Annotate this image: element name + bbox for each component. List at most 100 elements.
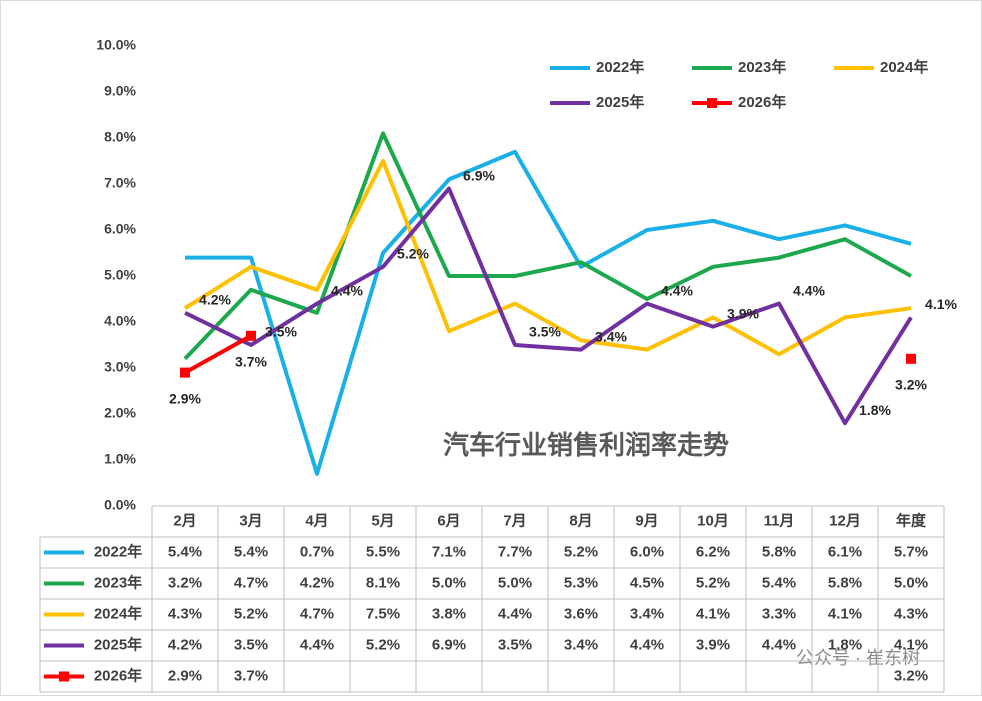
legend-label: 2023年 — [738, 58, 786, 76]
table-cell: 5.4% — [234, 543, 268, 560]
table-cell: 4.4% — [300, 636, 334, 653]
data-label: 6.9% — [463, 167, 495, 183]
table-cell: 3.4% — [564, 636, 598, 653]
data-label: 5.2% — [397, 246, 429, 262]
table-cell: 3.2% — [168, 574, 202, 591]
y-tick-label: 4.0% — [104, 313, 136, 329]
y-tick-label: 3.0% — [104, 359, 136, 375]
table-cell: 5.0% — [894, 574, 928, 591]
y-tick-label: 1.0% — [104, 451, 136, 467]
table-cell: 5.5% — [366, 543, 400, 560]
data-label: 3.4% — [595, 328, 627, 344]
table-cell: 3.2% — [894, 667, 928, 684]
table-cell: 2.9% — [168, 667, 202, 684]
data-label: 1.8% — [859, 402, 891, 418]
x-tick-label: 7月 — [503, 512, 526, 529]
data-label: 3.7% — [235, 354, 267, 370]
table-cell: 8.1% — [366, 574, 400, 591]
table-cell: 5.3% — [564, 574, 598, 591]
table-row-label: 2022年 — [94, 542, 142, 560]
x-tick-label: 4月 — [305, 512, 328, 529]
table-row-label: 2023年 — [94, 573, 142, 591]
table-cell: 4.4% — [762, 636, 796, 653]
table-cell: 5.2% — [366, 636, 400, 653]
data-label: 4.2% — [199, 292, 231, 308]
x-tick-label: 6月 — [437, 512, 460, 529]
table-cell: 3.5% — [498, 636, 532, 653]
y-tick-label: 7.0% — [104, 175, 136, 191]
x-tick-label: 11月 — [764, 512, 795, 529]
table-cell: 4.2% — [168, 636, 202, 653]
table-cell: 6.9% — [432, 636, 466, 653]
table-cell: 4.2% — [300, 574, 334, 591]
table-row-label: 2025年 — [94, 635, 142, 653]
table-cell: 4.4% — [630, 636, 664, 653]
table-cell: 4.7% — [300, 605, 334, 622]
data-label: 3.2% — [895, 377, 927, 393]
marker — [906, 353, 916, 364]
table-cell: 5.8% — [828, 574, 862, 591]
watermark: 公众号 · 崔东树 — [796, 648, 920, 668]
table-cell: 6.1% — [828, 543, 862, 560]
x-tick-label: 10月 — [697, 512, 729, 529]
table-cell: 4.1% — [696, 605, 730, 622]
y-tick-label: 9.0% — [104, 83, 136, 99]
table-cell: 3.5% — [234, 636, 268, 653]
table-cell: 5.4% — [762, 574, 796, 591]
y-tick-label: 10.0% — [96, 37, 136, 53]
table-cell: 3.6% — [564, 605, 598, 622]
table-cell: 7.7% — [498, 543, 532, 560]
y-tick-label: 0.0% — [104, 497, 136, 513]
chart-title: 汽车行业销售利润率走势 — [443, 430, 729, 460]
x-tick-label: 8月 — [569, 512, 592, 529]
table-cell: 1.8% — [828, 636, 862, 653]
marker — [180, 367, 190, 378]
table-row-label: 2024年 — [94, 604, 142, 622]
data-label: 3.5% — [529, 324, 561, 340]
table-cell: 6.0% — [630, 543, 664, 560]
legend-label: 2026年 — [738, 93, 786, 111]
table-cell: 4.1% — [828, 605, 862, 622]
x-tick-label: 2月 — [173, 512, 196, 529]
legend-label: 2025年 — [596, 93, 644, 111]
table-cell: 3.4% — [630, 605, 664, 622]
table-cell: 3.8% — [432, 605, 466, 622]
x-tick-label: 3月 — [239, 512, 262, 529]
table-cell: 4.7% — [234, 574, 268, 591]
table-cell: 4.1% — [894, 636, 928, 653]
series-line — [184, 186, 913, 426]
data-label: 3.9% — [727, 305, 759, 321]
table-row-label: 2026年 — [94, 666, 142, 684]
table-cell: 5.2% — [234, 605, 268, 622]
legend-label: 2024年 — [880, 58, 928, 76]
table-cell: 4.3% — [894, 605, 928, 622]
table-cell: 3.7% — [234, 667, 268, 684]
legend-marker — [707, 98, 717, 108]
legend-label: 2022年 — [596, 58, 644, 76]
y-tick-label: 5.0% — [104, 267, 136, 283]
table-cell: 5.0% — [432, 574, 466, 591]
table-cell: 5.0% — [498, 574, 532, 591]
table-cell: 6.2% — [696, 543, 730, 560]
table-cell: 3.3% — [762, 605, 796, 622]
data-label: 4.4% — [793, 282, 825, 298]
table-cell: 5.8% — [762, 543, 796, 560]
table-cell: 4.4% — [498, 605, 532, 622]
table-cell: 5.7% — [894, 543, 928, 560]
data-label: 4.1% — [925, 296, 957, 312]
x-tick-label: 12月 — [829, 512, 861, 529]
x-tick-label: 9月 — [635, 512, 658, 529]
data-label: 4.4% — [331, 282, 363, 298]
series-line — [185, 149, 912, 476]
marker — [246, 330, 256, 341]
table-cell: 4.3% — [168, 605, 202, 622]
table-cell: 5.2% — [696, 574, 730, 591]
data-label: 2.9% — [169, 390, 201, 406]
table-cell: 3.9% — [696, 636, 730, 653]
y-tick-label: 8.0% — [104, 129, 136, 145]
y-tick-label: 6.0% — [104, 221, 136, 237]
table-legend-marker — [59, 671, 69, 682]
table-cell: 7.1% — [432, 543, 466, 560]
